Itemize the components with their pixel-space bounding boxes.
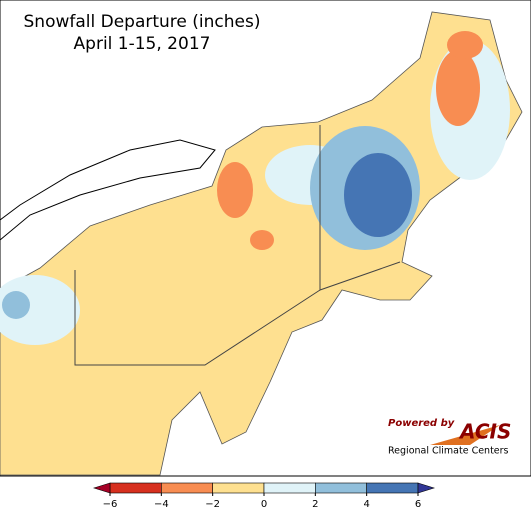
colorbar: −6 −4 −2 0 2 4 6 — [92, 482, 436, 510]
colorbar-segment — [366, 482, 419, 494]
colorbar-segment — [161, 482, 213, 494]
state-border — [319, 125, 401, 291]
colorbar-tick-label: −2 — [205, 499, 220, 510]
colorbar-segment — [263, 482, 316, 494]
snow-region — [250, 230, 274, 250]
colorbar-over — [417, 482, 436, 494]
logo: Powered by ACIS Regional Climate Centers — [388, 418, 511, 457]
map — [0, 11, 523, 476]
colorbar-tick-label: 4 — [363, 499, 369, 510]
map-subtitle: April 1-15, 2017 — [74, 34, 211, 54]
colorbar-tick-label: −4 — [154, 499, 169, 510]
snow-region — [344, 153, 412, 237]
snow-region — [2, 291, 30, 319]
logo-swoosh — [430, 425, 500, 445]
colorbar-segment — [109, 482, 162, 494]
lake — [0, 139, 216, 241]
colorbar-tick-label: 6 — [415, 499, 421, 510]
state-border — [74, 270, 321, 366]
snow-region — [436, 50, 480, 126]
colorbar-tick-label: 0 — [261, 499, 267, 510]
colorbar-under — [92, 482, 111, 494]
map-title: Snowfall Departure (inches) — [24, 12, 261, 32]
colorbar-tick-label: 2 — [312, 499, 318, 510]
snow-region — [447, 31, 483, 59]
colorbar-segment — [315, 482, 367, 494]
snow-region — [217, 162, 253, 218]
logo-acis: ACIS — [458, 420, 511, 444]
colorbar-segment — [212, 482, 265, 494]
logo-powered: Powered by — [388, 418, 455, 429]
colorbar-tick-label: −6 — [103, 499, 118, 510]
logo-caption: Regional Climate Centers — [388, 446, 509, 457]
